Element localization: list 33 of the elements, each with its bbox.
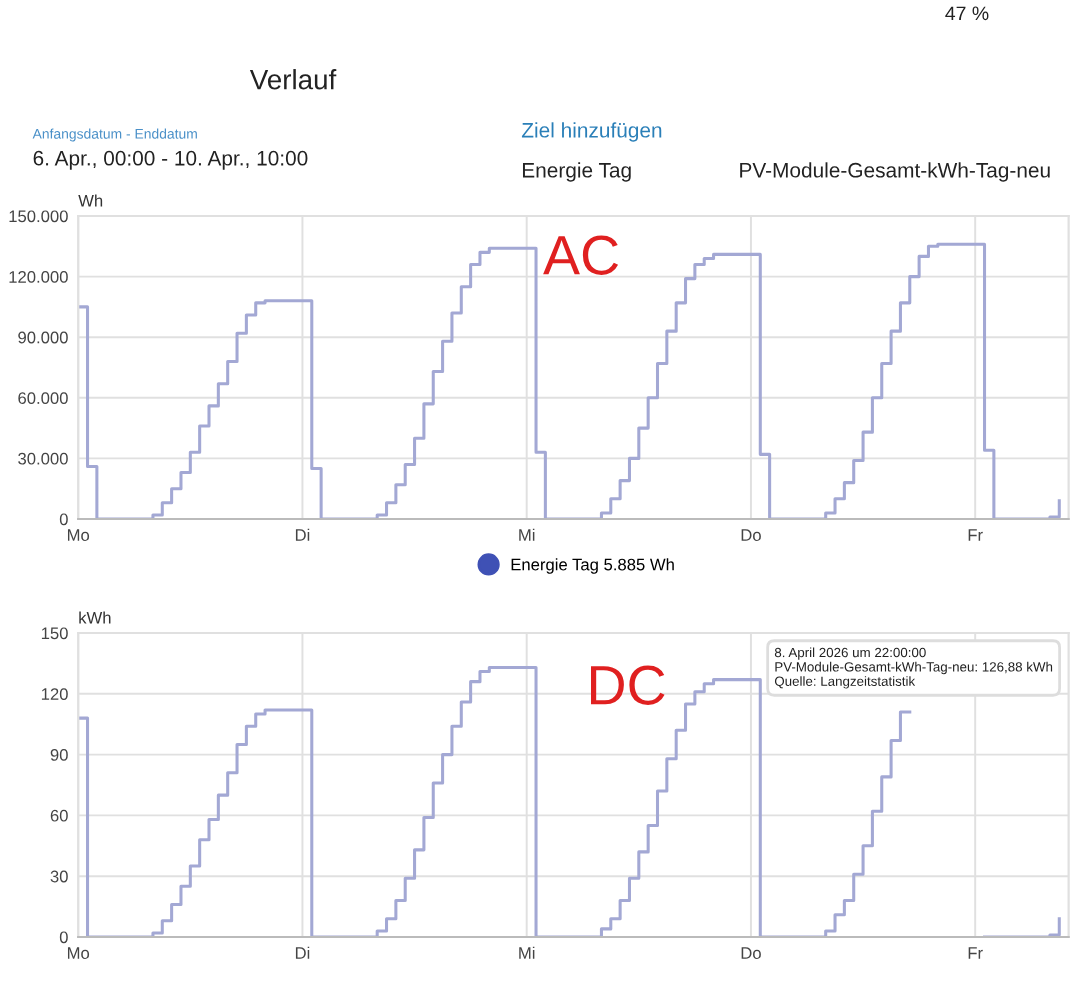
y-axis-title: Wh (78, 194, 103, 207)
y-tick-label: 30.000 (18, 452, 68, 465)
text: Energie Tag 5.885 Wh (511, 558, 674, 574)
annotation: DC (591, 665, 665, 705)
y-tick-label: 90 (50, 749, 68, 761)
x-tick-label: Mo (67, 947, 90, 959)
y-tick-label: 120 (41, 688, 68, 700)
y-tick-label: 60 (50, 809, 68, 822)
chart-title: Verlauf (249, 69, 337, 90)
y-tick-label: 150.000 (9, 210, 68, 223)
annotation: AC (543, 235, 619, 275)
x-tick-label: Di (295, 528, 310, 541)
x-tick-label: Mi (519, 946, 535, 959)
x-tick-label: Do (741, 529, 761, 541)
y-tick-label: 0 (59, 513, 68, 526)
y-tick-label: 60.000 (18, 392, 68, 404)
x-tick-label: Mi (519, 528, 535, 541)
x-tick-label: Fr (968, 947, 983, 959)
y-tick-label: 30 (50, 870, 68, 883)
text: 47 % (945, 6, 989, 21)
y-tick-label: 90.000 (18, 331, 68, 344)
text: PV-Module-Gesamt-kWh-Tag-neu (740, 162, 1050, 182)
text: 6. Apr., 00:00 - 10. Apr., 10:00 (33, 150, 308, 170)
text: Energie Tag (522, 162, 631, 182)
y-tick-label: 120.000 (9, 271, 68, 283)
x-tick-label: Fr (968, 529, 983, 541)
y-tick-label: 0 (59, 931, 68, 944)
x-tick-label: Di (295, 946, 310, 959)
x-tick-label: Mo (67, 529, 90, 541)
x-tick-label: Do (741, 947, 761, 959)
y-tick-label: 150 (41, 627, 68, 640)
y-axis-title: kWh (79, 611, 111, 624)
text: Ziel hinzufügen (521, 122, 662, 142)
